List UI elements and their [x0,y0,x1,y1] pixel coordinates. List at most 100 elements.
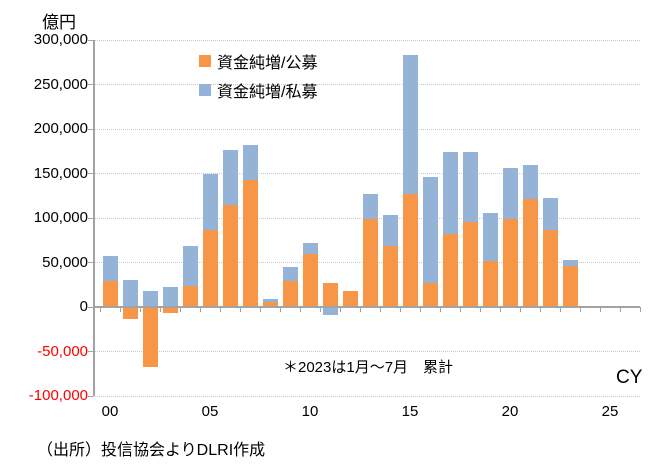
y-tick-label: 100,000 [33,209,88,226]
bar-segment-private-14 [382,215,398,247]
bar-segment-public-07 [242,179,258,307]
y-axis-tick [88,217,93,219]
x-tick-label: 10 [301,403,319,420]
x-axis-tick [160,307,161,312]
x-axis-tick [420,307,421,312]
bar-segment-public-16 [422,282,438,307]
x-axis-tick [400,307,401,312]
bar-segment-public-18 [462,221,478,307]
bar-segment-private-18 [462,152,478,222]
legend-swatch-public-icon [199,55,211,67]
bar-segment-private-09 [282,266,298,282]
x-axis-tick [300,307,301,312]
bar-segment-private-10 [302,242,318,254]
y-axis-tick [88,128,93,130]
bar-segment-public-11 [322,282,338,307]
bar-segment-public-09 [282,281,298,307]
bar-segment-public-15 [402,193,418,307]
bar-segment-private-23 [562,259,578,267]
y-axis-tick [88,84,93,85]
y-axis-unit-label: 億円 [42,13,76,32]
bar-segment-public-20 [502,218,518,307]
gridline [93,351,640,352]
bar-segment-public-01 [122,307,138,320]
y-tick-label: 150,000 [33,164,88,182]
x-tick-label: 20 [501,403,519,420]
x-axis-tick [120,307,121,312]
bar-segment-public-08 [262,301,278,307]
x-axis-tick [100,307,101,312]
bar-segment-public-10 [302,253,318,307]
y-axis-tick [88,306,93,308]
y-tick-label: 0 [79,298,88,315]
bar-segment-private-11 [322,307,338,315]
x-axis-tick [220,307,221,312]
x-axis-tick [440,307,441,312]
x-axis-tick [540,307,541,312]
bar-segment-private-07 [242,145,258,180]
bar-segment-public-22 [542,229,558,307]
bar-segment-public-04 [182,285,198,307]
bar-segment-private-16 [422,177,438,283]
bar-segment-public-17 [442,234,458,307]
x-axis-tick [580,307,581,312]
x-axis-tick [640,307,641,312]
y-tick-label: 250,000 [33,75,88,93]
bar-segment-public-13 [362,218,378,307]
y-tick-label: -50,000 [37,342,88,360]
bar-segment-public-14 [382,246,398,307]
legend: 資金純増/公募 資金純増/私募 [199,49,317,107]
bar-segment-private-03 [162,287,178,307]
x-axis-tick [500,307,501,312]
bar-segment-private-06 [222,150,238,205]
bar-segment-private-02 [142,290,158,307]
bar-segment-private-17 [442,152,458,234]
gridline [93,173,640,174]
x-axis-tick [600,307,601,312]
x-axis-tick [140,307,141,312]
x-axis-tick [560,307,561,312]
bar-segment-private-04 [182,246,198,286]
x-axis-tick [460,307,461,312]
x-axis-line [93,306,640,308]
bar-segment-public-19 [482,260,498,307]
x-tick-label: 15 [401,403,419,420]
x-axis-tick [380,307,381,312]
legend-label-public: 資金純増/公募 [217,55,318,72]
y-axis-tick [88,351,93,352]
y-tick-label: 200,000 [33,120,88,137]
x-axis-tick [340,307,341,312]
y-axis-tick [88,173,93,174]
bar-segment-private-20 [502,168,518,219]
x-axis-tick [360,307,361,312]
gridline [93,128,640,130]
bar-segment-public-05 [202,230,218,307]
bar-segment-public-12 [342,290,358,307]
bar-segment-private-00 [102,256,118,282]
y-axis-tick [88,262,93,263]
gridline [93,84,640,85]
x-axis-tick [200,307,201,312]
x-axis-tick [180,307,181,312]
y-tick-label: 300,000 [33,31,88,48]
bar-segment-public-21 [522,199,538,307]
x-axis-tick [520,307,521,312]
legend-label-private: 資金純増/私募 [217,84,318,101]
x-axis-unit-label: CY [616,367,643,388]
y-axis-tick [88,39,93,41]
bar-segment-public-23 [562,266,578,307]
bar-segment-public-00 [102,281,118,307]
legend-swatch-private-icon [199,84,211,96]
y-axis-line [93,40,95,396]
source-note: （出所）投信協会よりDLRI作成 [37,442,266,459]
x-axis-tick [320,307,321,312]
bar-segment-private-19 [482,212,498,261]
bar-segment-public-03 [162,307,178,314]
gridline [93,395,640,397]
y-tick-label: -100,000 [28,387,88,404]
x-axis-tick [480,307,481,312]
y-axis-tick [88,395,93,397]
bar-segment-private-15 [402,55,418,194]
